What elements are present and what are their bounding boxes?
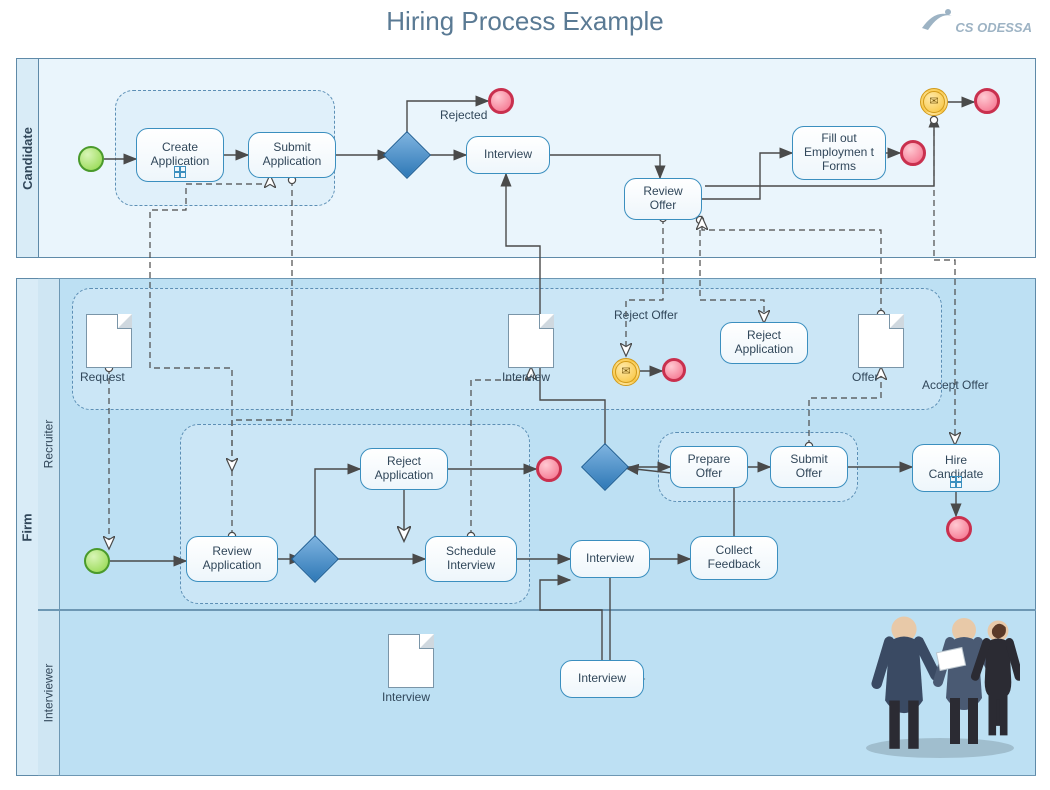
task-t_interview_r: Interview bbox=[570, 540, 650, 578]
event-e_end_hire bbox=[946, 516, 972, 542]
lane-label-interviewer: Interviewer bbox=[42, 664, 56, 723]
task-t_reject_app: Reject Application bbox=[360, 448, 448, 490]
event-e_msg_c: ✉ bbox=[920, 88, 948, 116]
task-t_create: Create Application bbox=[136, 128, 224, 182]
task-label-t_reject_app: Reject Application bbox=[367, 455, 441, 483]
document-d_offer bbox=[858, 314, 904, 368]
document-label-d_offer: Offer bbox=[852, 370, 878, 384]
task-label-t_interview_c: Interview bbox=[484, 148, 532, 162]
task-t_interview_i: Interview bbox=[560, 660, 644, 698]
label-l_rej: Rejected bbox=[440, 108, 487, 122]
task-t_prepare: Prepare Offer bbox=[670, 446, 748, 488]
task-t_schedule: Schedule Interview bbox=[425, 536, 517, 582]
task-t_fill: Fill out Employmen t Forms bbox=[792, 126, 886, 180]
document-label-d_int1: Interview bbox=[502, 370, 550, 384]
task-t_hire: Hire Candidate bbox=[912, 444, 1000, 492]
plus-marker-icon bbox=[174, 166, 186, 178]
people-illustration bbox=[860, 560, 1020, 760]
task-t_submit: Submit Application bbox=[248, 132, 336, 178]
envelope-icon: ✉ bbox=[621, 367, 630, 378]
logo: CS ODESSA bbox=[955, 20, 1032, 35]
task-t_interview_c: Interview bbox=[466, 136, 550, 174]
document-d_int1 bbox=[508, 314, 554, 368]
envelope-icon: ✉ bbox=[929, 97, 938, 108]
task-label-t_create: Create Application bbox=[143, 141, 217, 169]
document-d_req bbox=[86, 314, 132, 368]
task-t_collect: Collect Feedback bbox=[690, 536, 778, 580]
event-e_end_c bbox=[974, 88, 1000, 114]
task-label-t_review_offer: Review Offer bbox=[631, 185, 695, 213]
event-e_end_firm_small bbox=[662, 358, 686, 382]
event-e_msg_firm: ✉ bbox=[612, 358, 640, 386]
lane-head-recruiter: Recruiter bbox=[38, 279, 60, 609]
task-label-t_collect: Collect Feedback bbox=[697, 544, 771, 572]
task-label-t_interview_r: Interview bbox=[586, 552, 634, 566]
task-label-t_schedule: Schedule Interview bbox=[432, 545, 510, 573]
pool-label-cand: Candidate bbox=[20, 127, 35, 190]
subprocess-sp-msgflow bbox=[72, 288, 942, 410]
label-l_rejoffer: Reject Offer bbox=[614, 308, 678, 322]
pool-head-firm: Firm bbox=[17, 279, 39, 775]
task-t_reject_app_top: Reject Application bbox=[720, 322, 808, 364]
pool-label-firm: Firm bbox=[20, 513, 35, 541]
task-label-t_reject_app_top: Reject Application bbox=[727, 329, 801, 357]
event-e_end_rej_r bbox=[536, 456, 562, 482]
task-t_review_app: Review Application bbox=[186, 536, 278, 582]
task-t_submit_offer: Submit Offer bbox=[770, 446, 848, 488]
page-title: Hiring Process Example bbox=[0, 6, 1050, 37]
plus-marker-icon bbox=[950, 476, 962, 488]
event-e_start_r bbox=[84, 548, 110, 574]
task-label-t_interview_i: Interview bbox=[578, 672, 626, 686]
task-label-t_submit: Submit Application bbox=[255, 141, 329, 169]
task-label-t_submit_offer: Submit Offer bbox=[777, 453, 841, 481]
task-label-t_review_app: Review Application bbox=[193, 545, 271, 573]
document-label-d_int2: Interview bbox=[382, 690, 430, 704]
pool-head-cand: Candidate bbox=[17, 59, 39, 257]
document-d_int2 bbox=[388, 634, 434, 688]
diagram-stage: Hiring Process ExampleCS ODESSA Candidate… bbox=[0, 0, 1050, 790]
lane-head-interviewer: Interviewer bbox=[38, 611, 60, 775]
task-label-t_fill: Fill out Employmen t Forms bbox=[799, 132, 879, 173]
event-e_end_rej bbox=[488, 88, 514, 114]
event-e_end_fill bbox=[900, 140, 926, 166]
task-label-t_prepare: Prepare Offer bbox=[677, 453, 741, 481]
event-e_start_c bbox=[78, 146, 104, 172]
label-l_accept: Accept Offer bbox=[922, 378, 988, 392]
lane-label-recruiter: Recruiter bbox=[42, 420, 56, 469]
document-label-d_req: Request bbox=[80, 370, 125, 384]
task-t_review_offer: Review Offer bbox=[624, 178, 702, 220]
